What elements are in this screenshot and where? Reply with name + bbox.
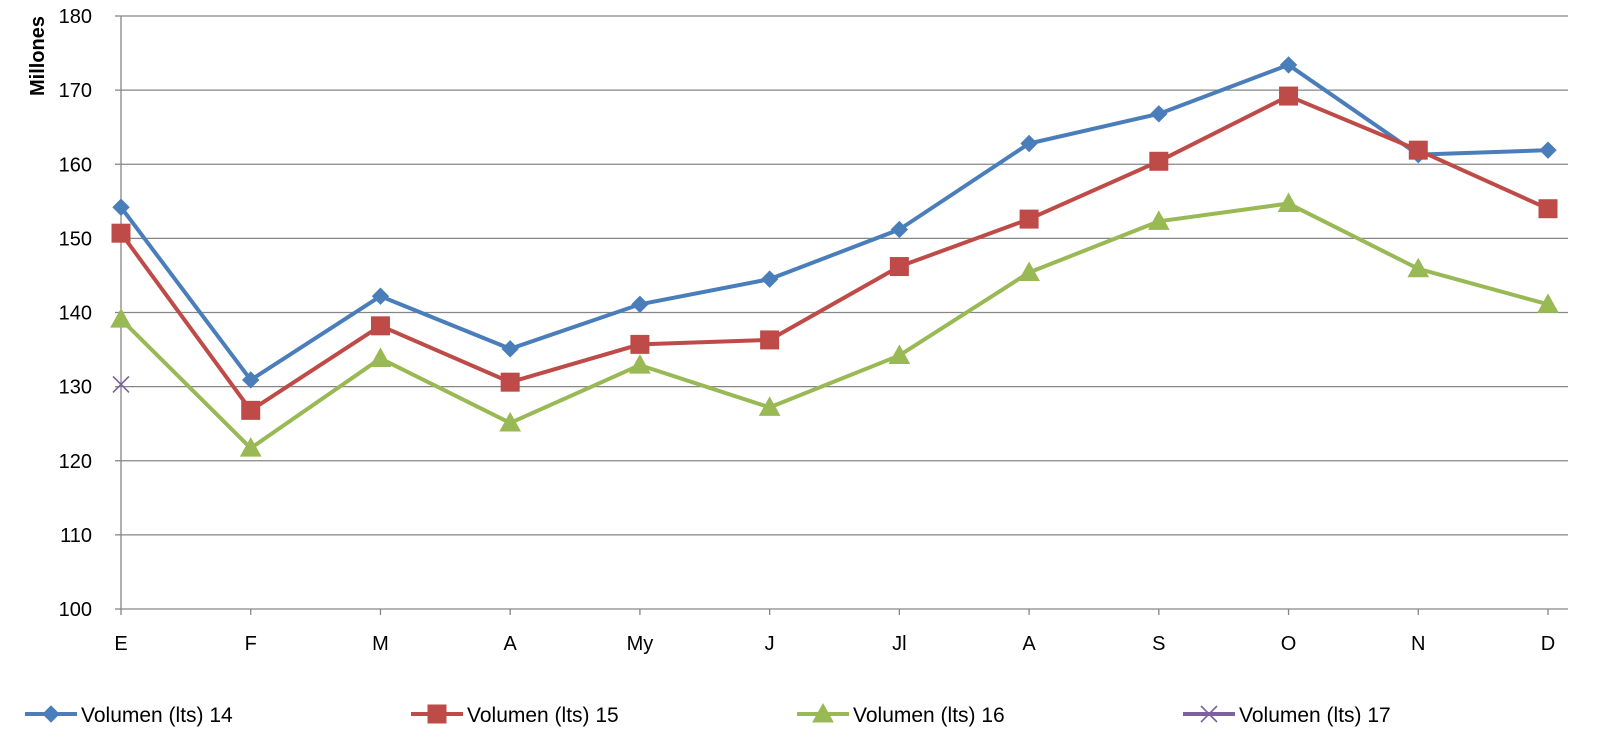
x-tick-labels: E F M A My J Jl A S O N D (114, 609, 1555, 655)
y-tick-labels: 100 110 120 130 140 150 160 170 180 (59, 6, 92, 621)
y-tick-label: 170 (59, 80, 92, 102)
data-point (1018, 261, 1040, 281)
legend: Volumen (lts) 14 Volumen (lts) 15 Volumen … (25, 702, 1391, 727)
x-tick-label: A (504, 633, 518, 655)
x-tick-label: S (1152, 633, 1165, 655)
series-line (119, 201, 1549, 451)
data-point (370, 316, 390, 336)
legend-label: Volumen (lts) 17 (1239, 704, 1391, 727)
y-tick-label: 160 (59, 154, 92, 176)
y-axis-label: Millones (27, 16, 49, 96)
y-tick-label: 140 (59, 303, 92, 325)
x-tick-label: D (1541, 633, 1555, 655)
gridlines (115, 15, 1568, 610)
data-point (1408, 140, 1428, 160)
legend-marker (427, 704, 447, 724)
x-tick-label: My (627, 633, 654, 655)
data-point (1279, 86, 1299, 106)
data-point (760, 270, 779, 288)
legend-marker (1200, 705, 1218, 723)
data-point (1407, 257, 1430, 278)
data-point (888, 344, 911, 364)
legend-item: Volumen (lts) 14 (25, 704, 233, 727)
data-point (1150, 105, 1168, 123)
legend-label: Volumen (lts) 15 (467, 704, 619, 727)
y-tick-label: 110 (60, 525, 92, 547)
series-layer (110, 56, 1559, 457)
y-tick-label: 150 (59, 228, 92, 250)
y-tick-label: 130 (59, 377, 92, 399)
data-point (890, 220, 909, 239)
data-point (1537, 293, 1559, 313)
data-point (1538, 199, 1558, 219)
x-tick-label: A (1022, 633, 1036, 655)
legend-item: Volumen (lts) 15 (411, 704, 619, 727)
data-point (241, 400, 261, 420)
x-tick-label: Jl (892, 633, 906, 655)
data-point (1019, 209, 1039, 229)
data-point (1279, 56, 1298, 74)
data-point (758, 396, 781, 416)
x-tick-label: N (1411, 633, 1425, 655)
data-point (500, 372, 520, 392)
x-tick-label: J (765, 633, 775, 655)
legend-marker (42, 705, 60, 723)
x-tick-label: O (1281, 633, 1297, 655)
data-point (499, 411, 522, 432)
legend-label: Volumen (lts) 14 (81, 704, 233, 727)
data-point (629, 354, 651, 374)
data-point (1539, 141, 1557, 159)
data-point (111, 223, 131, 243)
data-point (371, 287, 390, 305)
series-2 (111, 86, 1558, 420)
legend-label: Volumen (lts) 16 (853, 704, 1005, 727)
data-point (1277, 192, 1300, 213)
data-point (239, 437, 262, 457)
data-point (760, 330, 780, 350)
data-point (1149, 151, 1169, 171)
data-point (631, 295, 649, 314)
legend-marker (812, 702, 834, 723)
y-tick-label: 180 (59, 6, 92, 28)
data-point (112, 375, 130, 393)
series-line (119, 94, 1549, 413)
series-1 (112, 56, 1557, 389)
data-point (369, 347, 392, 367)
legend-item: Volumen (lts) 16 (797, 702, 1005, 727)
y-tick-label: 120 (59, 451, 92, 473)
data-point (889, 257, 909, 277)
y-tick-label: 100 (59, 599, 92, 621)
series-line (119, 62, 1549, 382)
data-point (630, 334, 650, 354)
x-tick-label: M (372, 633, 389, 655)
data-point (110, 308, 132, 328)
data-point (1020, 134, 1038, 153)
series-4 (112, 375, 130, 393)
data-point (242, 371, 260, 389)
data-point (1147, 210, 1170, 230)
data-point (501, 340, 519, 358)
x-tick-label: E (114, 633, 127, 655)
x-tick-label: F (245, 633, 257, 655)
series-3 (110, 192, 1559, 457)
data-point (112, 198, 130, 216)
legend-item: Volumen (lts) 17 (1183, 704, 1391, 727)
